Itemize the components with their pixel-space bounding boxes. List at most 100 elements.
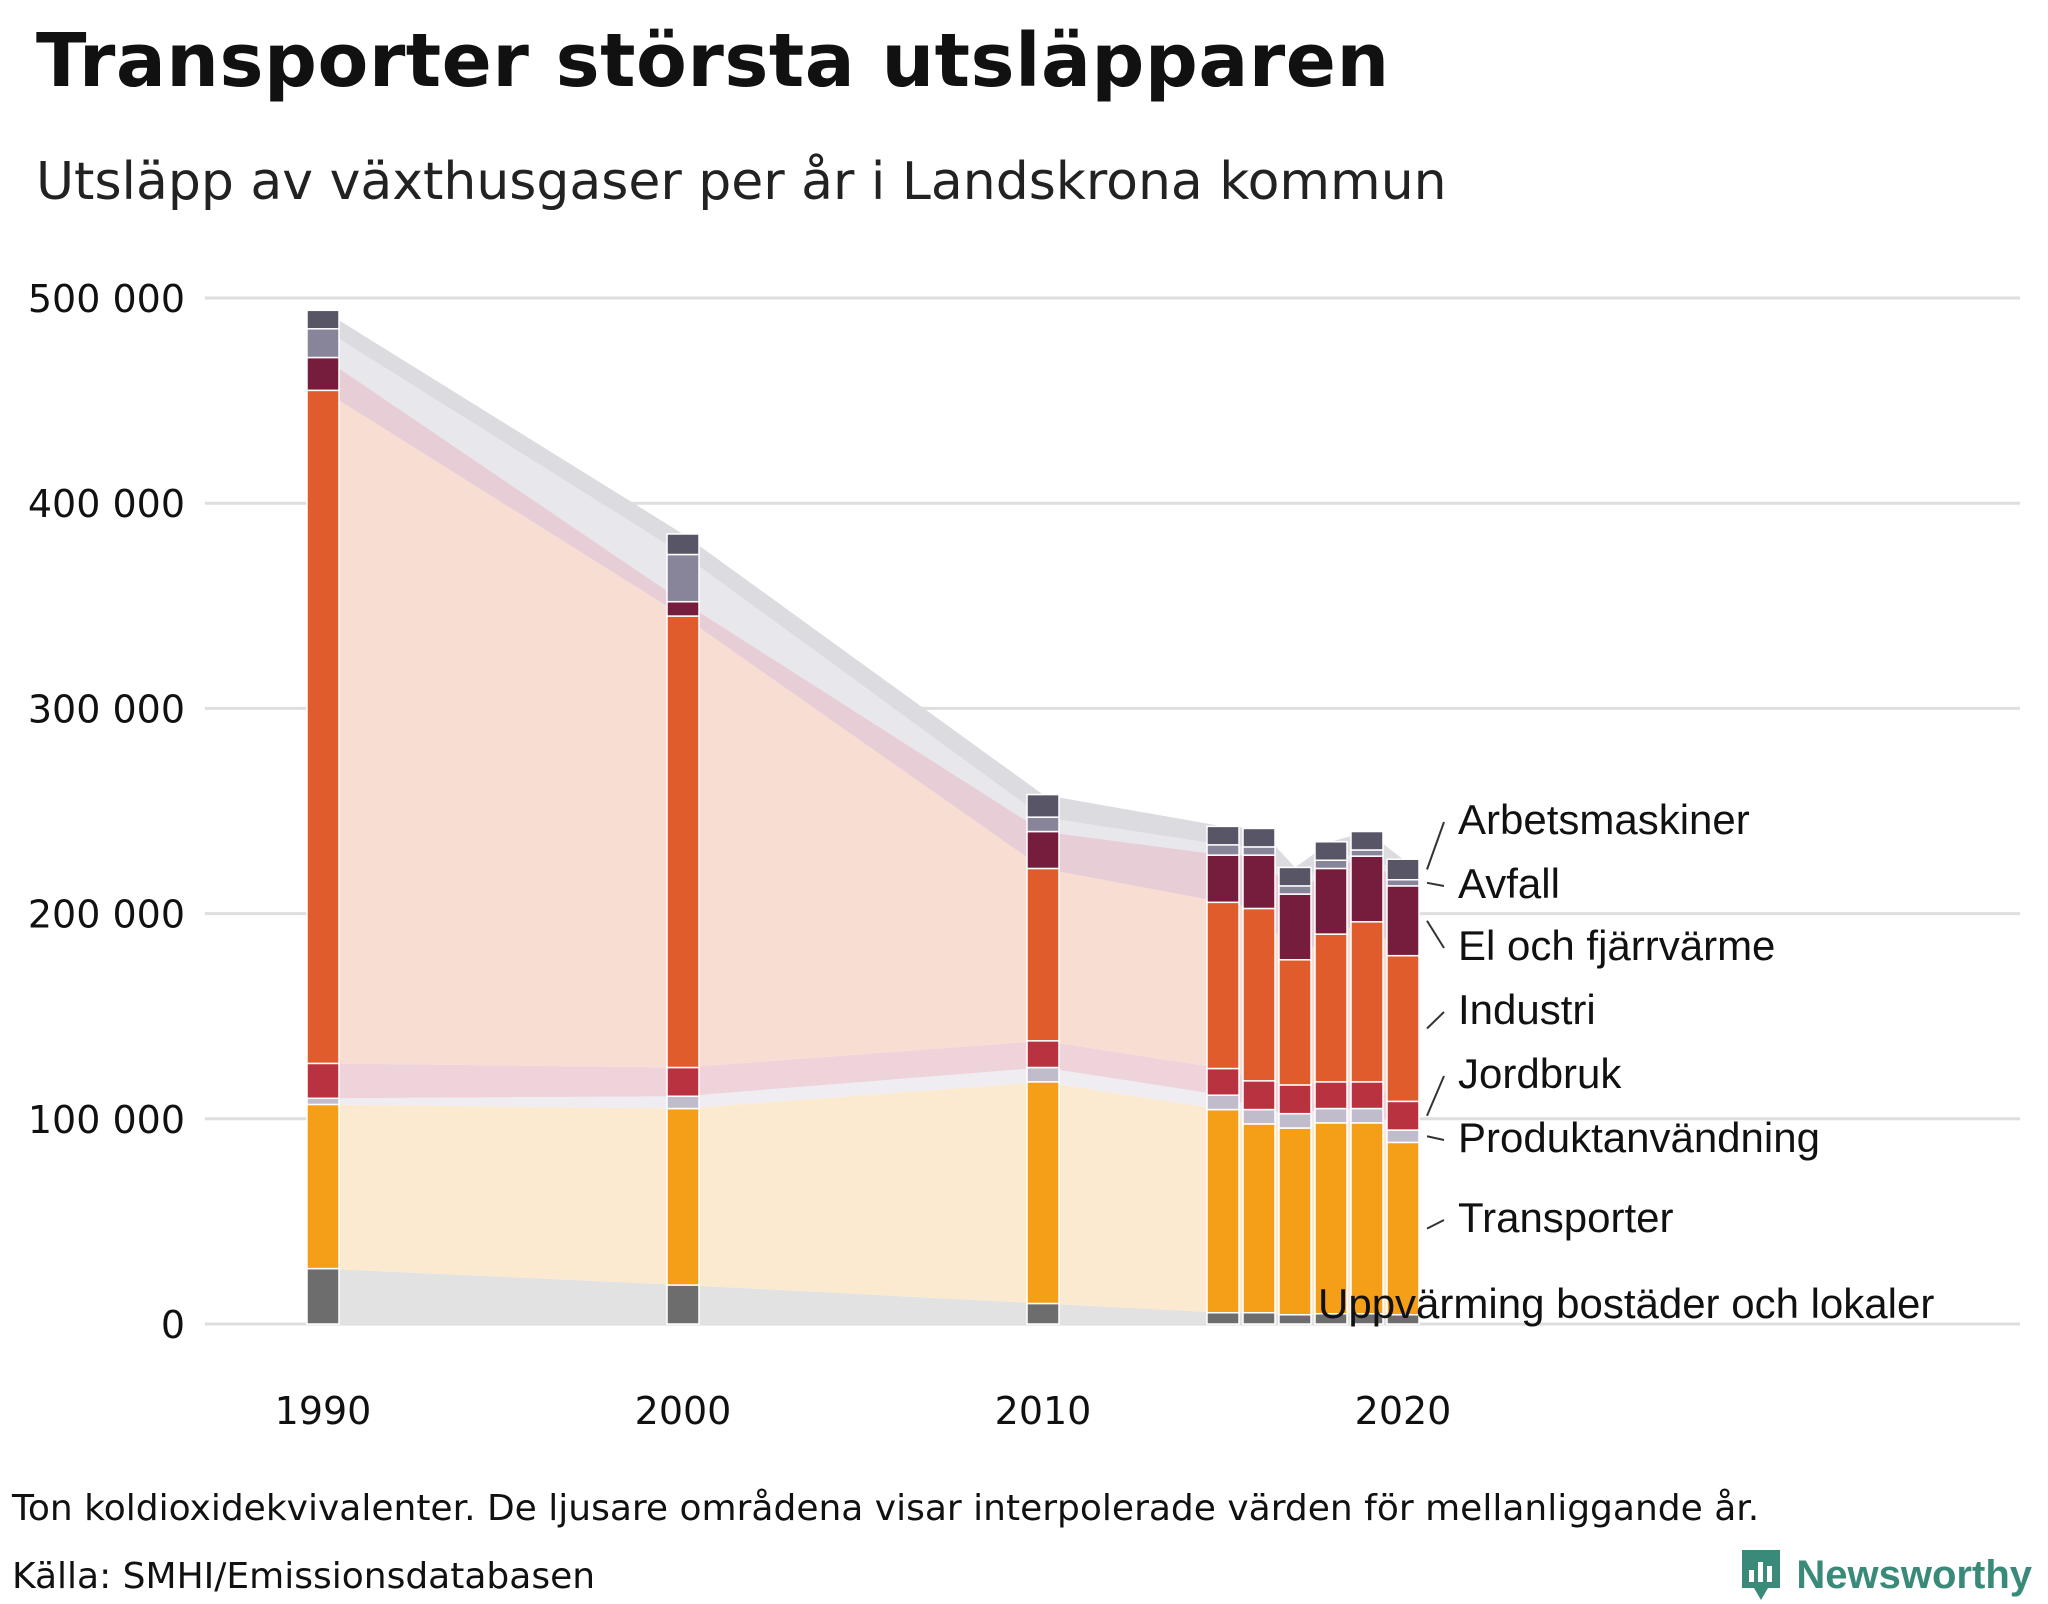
label-leader: [1426, 1075, 1445, 1117]
bar-segment: [1242, 1311, 1276, 1325]
bar-segment: [1206, 1094, 1240, 1111]
y-axis: 0 100 000 200 000 300 000 400 000 500 000: [28, 277, 185, 1347]
area-0: [323, 1268, 1403, 1324]
label-leader: [1426, 920, 1445, 949]
bar-segment: [1242, 1123, 1276, 1314]
bar-segment: [306, 1062, 340, 1100]
bar-segment: [306, 389, 340, 1065]
bar-segment: [1026, 830, 1060, 870]
series-label: Arbetsmaskiner: [1458, 796, 1750, 843]
chart-subtitle: Utsläpp av växthusgaser per år i Landskr…: [36, 152, 1447, 212]
label-leader: [1426, 821, 1445, 870]
bar-segment: [666, 1284, 700, 1325]
bar-segment: [1206, 1311, 1240, 1325]
bar-segment: [1350, 830, 1384, 851]
series-label: Produktanvändning: [1458, 1114, 1820, 1161]
series-label: El och fjärrvärme: [1458, 922, 1775, 969]
bar-segment: [1278, 1084, 1312, 1115]
bar-segment: [1278, 885, 1312, 895]
area-3: [323, 1040, 1403, 1131]
brand[interactable]: Newsworthy: [1738, 1546, 2032, 1604]
bar-segment: [1386, 1129, 1420, 1144]
bar-segment: [666, 1095, 700, 1110]
bar-segment: [1314, 867, 1348, 935]
series-label: Uppvärming bostäder och lokaler: [1318, 1280, 1934, 1327]
x-tick-label: 2020: [1355, 1389, 1452, 1433]
bar-segment: [306, 1097, 340, 1106]
series-label: Industri: [1458, 986, 1596, 1033]
bar-segment: [1242, 1080, 1276, 1111]
bar-segment: [1206, 901, 1240, 1070]
legend: Arbetsmaskiner Avfall El och fjärrvärme Ind…: [1318, 796, 1934, 1327]
x-tick-label: 2000: [635, 1389, 732, 1433]
bar-segment: [1350, 1107, 1384, 1124]
bar-segment: [306, 309, 340, 330]
bars: [306, 309, 1420, 1325]
bar-segment: [1206, 844, 1240, 856]
label-leader: [1426, 1135, 1445, 1141]
bar-segment: [1242, 907, 1276, 1082]
bar-segment: [1206, 854, 1240, 904]
source: Källa: SMHI/Emissionsdatabasen: [12, 1556, 596, 1597]
bar-segment: [1314, 859, 1348, 870]
bar-segment: [306, 356, 340, 392]
bar-segment: [1350, 849, 1384, 857]
y-tick-label: 200 000: [28, 893, 185, 937]
series-label: Avfall: [1458, 860, 1560, 907]
bar-segment: [1026, 1066, 1060, 1083]
label-leader: [1426, 1219, 1445, 1230]
label-leader: [1426, 1011, 1445, 1030]
newsworthy-logo-icon: [1742, 1550, 1781, 1600]
bar-segment: [1386, 1100, 1420, 1131]
x-axis: 1990 2000 2010 2020: [275, 1389, 1452, 1433]
bar-segment: [1278, 866, 1312, 887]
bar-segment: [1386, 954, 1420, 1103]
bar-segment: [666, 615, 700, 1069]
bar-segment: [1278, 1112, 1312, 1129]
bar-segment: [1314, 1107, 1348, 1124]
bar-segment: [1206, 825, 1240, 846]
bar-segment: [1386, 885, 1420, 957]
bar-segment: [306, 1267, 340, 1325]
bar-segment: [1314, 1081, 1348, 1110]
footnote: Ton koldioxidekvivalenter. De ljusare om…: [12, 1488, 1760, 1529]
y-tick-label: 100 000: [28, 1098, 185, 1142]
bar-segment: [1026, 1302, 1060, 1325]
series-label: Transporter: [1458, 1194, 1674, 1241]
bar-segment: [1026, 793, 1060, 818]
bar-segment: [1350, 855, 1384, 923]
label-leader: [1426, 881, 1445, 887]
area-4: [323, 390, 1403, 1102]
area-1: [323, 1081, 1403, 1315]
bar-segment: [1278, 1127, 1312, 1316]
bar-segment: [666, 1107, 700, 1286]
y-tick-label: 400 000: [28, 482, 185, 526]
bar-segment: [1242, 827, 1276, 848]
bar-segment: [1386, 858, 1420, 881]
bar-segment: [1278, 1314, 1312, 1325]
bar-segment: [666, 600, 700, 617]
bar-segment: [1350, 1081, 1384, 1110]
chart: 0 100 000 200 000 300 000 400 000 500 000 199…: [28, 277, 2020, 1433]
bar-segment: [666, 533, 700, 556]
brand-name: Newsworthy: [1796, 1552, 2032, 1597]
bar-segment: [1386, 878, 1420, 887]
bar-segment: [306, 1103, 340, 1270]
interpolated-areas: [323, 310, 1403, 1324]
bar-segment: [1386, 1141, 1420, 1316]
bar-segment: [1278, 893, 1312, 961]
bar-segment: [1350, 921, 1384, 1083]
area-2: [323, 1067, 1403, 1143]
y-tick-label: 0: [161, 1303, 185, 1347]
bar-segment: [1026, 1081, 1060, 1305]
bar-segment: [666, 553, 700, 603]
x-tick-label: 1990: [275, 1389, 372, 1433]
y-tick-label: 300 000: [28, 687, 185, 731]
bar-segment: [1242, 846, 1276, 856]
bar-segment: [1026, 867, 1060, 1042]
chart-title: Transporter största utsläpparen: [36, 18, 1390, 104]
bar-segment: [1314, 841, 1348, 861]
bar-segment: [1278, 959, 1312, 1086]
bar-segment: [1350, 1122, 1384, 1315]
y-tick-label: 500 000: [28, 277, 185, 321]
